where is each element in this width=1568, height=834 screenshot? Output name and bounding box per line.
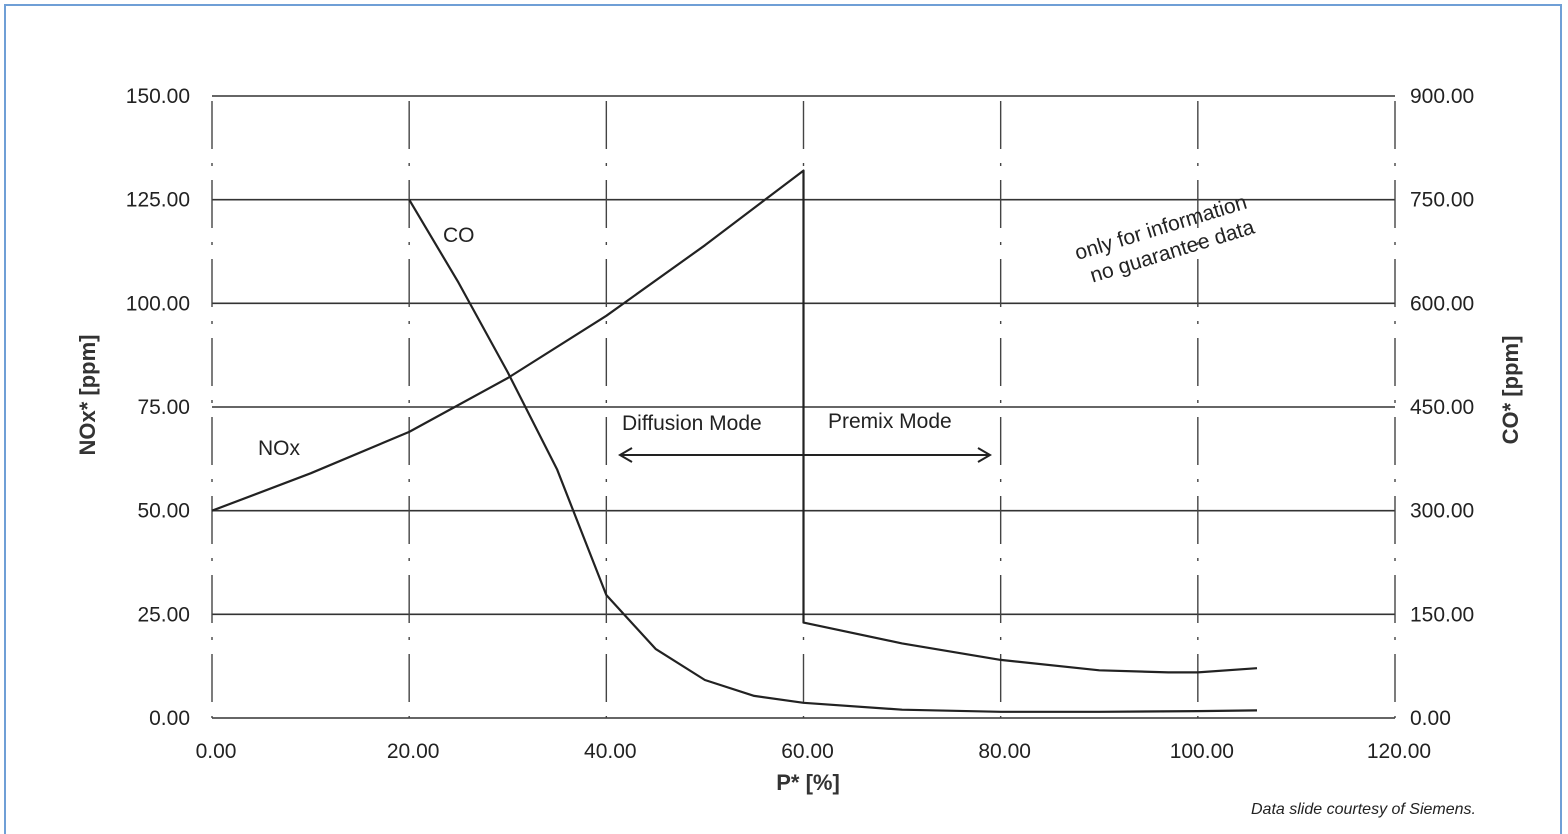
y-left-tick-label: 125.00 (126, 189, 190, 212)
x-tick-label: 40.00 (584, 740, 637, 763)
x-tick-label: 120.00 (1367, 740, 1431, 763)
x-tick-label: 60.00 (781, 740, 834, 763)
diffusion-mode-label: Diffusion Mode (622, 412, 762, 435)
y-right-tick-label: 900.00 (1410, 85, 1474, 108)
x-tick-label: 20.00 (387, 740, 440, 763)
credit-note: Data slide courtesy of Siemens. (1251, 801, 1476, 819)
y-left-tick-label: 0.00 (149, 707, 190, 730)
y-right-tick-label: 150.00 (1410, 603, 1474, 626)
y-left-tick-label: 150.00 (126, 85, 190, 108)
disclaimer: only for information no guarantee data (1072, 191, 1257, 290)
mode-arrow (620, 448, 990, 462)
tick-layer: 0.00 0.00 25.00 150.00 50.00 300.00 75.00 450.0… (126, 85, 1474, 763)
series-label-nox: NOx (258, 437, 301, 460)
y-right-tick-label: 0.00 (1410, 707, 1451, 730)
y-right-tick-label: 600.00 (1410, 292, 1474, 315)
x-tick-label: 100.00 (1170, 740, 1234, 763)
y-right-tick-label: 450.00 (1410, 396, 1474, 419)
x-tick-label: 0.00 (196, 740, 237, 763)
premix-mode-label: Premix Mode (828, 410, 952, 433)
x-axis-title: P* [%] (776, 770, 840, 795)
y-axis-title-right: CO* [ppm] (1498, 336, 1523, 445)
y-left-tick-label: 75.00 (137, 396, 190, 419)
series-label-co: CO (443, 224, 475, 247)
y-right-tick-label: 300.00 (1410, 500, 1474, 523)
x-tick-label: 80.00 (978, 740, 1031, 763)
y-left-tick-label: 25.00 (137, 603, 190, 626)
y-left-tick-label: 50.00 (137, 500, 190, 523)
y-axis-title-left: NOx* [ppm] (75, 335, 100, 456)
y-right-tick-label: 750.00 (1410, 189, 1474, 212)
y-left-tick-label: 100.00 (126, 292, 190, 315)
